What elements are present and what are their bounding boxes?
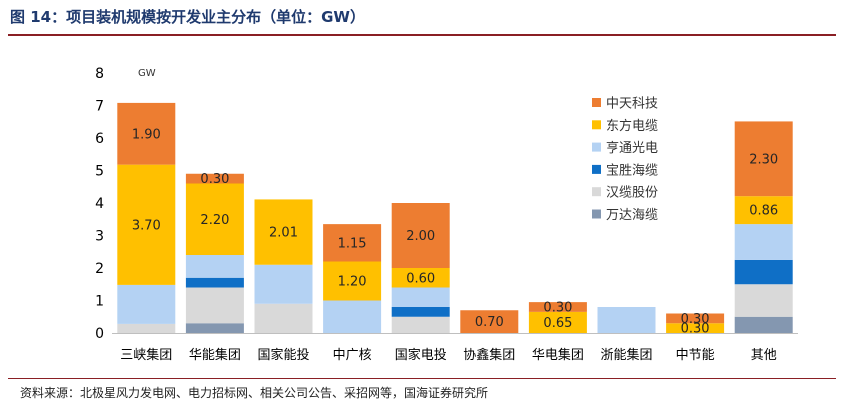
y-tick-label: 2 [95,261,104,277]
legend-label: 宝胜海缆 [606,162,658,178]
legend-label: 中天科技 [606,97,658,112]
bar-segment [391,287,450,307]
bar-segment [666,323,725,333]
legend-label: 万达海缆 [606,207,658,223]
bar-segment [528,302,587,312]
title-rule [8,34,836,36]
y-tick-label: 4 [95,196,104,212]
x-tick-label: 浙能集团 [600,347,652,363]
chart-title: 图 14：项目装机规模按开发业主分布（单位：GW） [10,8,365,26]
y-tick-label: 5 [95,164,104,180]
bar-segment [323,261,382,301]
bar-segment [185,183,244,255]
source-rule [8,378,836,379]
data-label: 2.00 [406,229,435,244]
data-label: 0.30 [543,301,572,316]
data-label: 0.86 [749,204,778,219]
legend-swatch [592,209,601,219]
source-note: 资料来源：北极星风力发电网、电力招标网、相关公司公告、采招网等，国海证券研究所 [20,386,489,400]
data-label: 2.01 [269,226,298,241]
bar-segment [734,284,793,317]
data-label: 0.30 [681,322,710,337]
legend-label: 东方电缆 [606,118,658,134]
bar-segment [391,316,450,333]
data-label: 3.70 [132,218,161,233]
bar-segment [734,224,793,260]
bar-segment [323,224,382,262]
y-tick-label: 3 [95,229,104,245]
bar-segment [734,259,793,285]
legend-swatch [592,98,601,107]
bar-segment [528,311,587,333]
bar-segment [117,323,176,333]
bar-segment [391,307,450,317]
x-tick-label: 国家电投 [395,347,447,363]
bar-segment [734,196,793,225]
x-tick-label: 其他 [751,348,777,363]
y-tick-label: 1 [95,294,104,310]
legend-swatch [592,187,601,197]
legend-label: 亨通光电 [606,140,658,156]
bar-segment [666,313,725,324]
bar-segment [117,284,176,324]
x-tick-label: 中节能 [676,348,715,363]
data-label: 0.60 [406,271,435,286]
bar-segment [734,121,793,197]
bar-segment [117,164,176,285]
bar-segment [460,310,519,333]
y-tick-label: 7 [95,99,104,115]
data-label: 1.20 [338,275,367,290]
bar-segment [117,102,176,165]
bar-segment [254,264,313,304]
chart-bars [117,102,793,333]
data-label: 0.30 [681,312,710,327]
data-label: 2.30 [749,152,778,167]
legend-label: 汉缆股份 [606,185,658,201]
x-tick-label: 华电集团 [532,347,584,363]
y-tick-label: 8 [95,66,104,82]
legend-swatch [592,142,601,152]
bar-segment [734,316,793,333]
data-label: 0.65 [543,316,572,331]
bar-segment [254,303,313,333]
y-tick-label: 0 [95,326,104,342]
bar-segment [391,268,450,288]
data-label: 1.90 [132,127,161,142]
x-tick-label: 国家能投 [257,347,309,363]
bar-segment [185,287,244,324]
bar-segment [185,173,244,184]
bar-segment [185,255,244,278]
x-tick-label: 协鑫集团 [463,347,515,363]
x-tick-label: 三峡集团 [120,347,172,363]
bar-segment [254,199,313,265]
bar-segment [185,323,244,333]
bar-segment [185,277,244,288]
y-unit-label: GW [138,68,156,79]
bar-segment [323,300,382,333]
x-tick-label: 华能集团 [189,347,241,363]
data-label: 0.30 [200,172,229,187]
legend-swatch [592,164,601,174]
data-label: 0.70 [475,315,504,330]
legend-swatch [592,120,601,130]
bar-segment [391,203,450,268]
y-tick-label: 6 [95,131,104,147]
bar-segment [597,307,656,333]
chart-axes: 0 1 2 3 4 5 6 7 8 GW 三峡集团 华能集团 国家能投 中广核 国家电投 协鑫集团 华电集团 浙能… [95,66,798,363]
data-label: 1.15 [338,236,367,251]
x-tick-label: 中广核 [333,348,372,363]
data-label: 2.20 [200,213,229,228]
chart-data-labels: 1.90 3.70 0.30 2.20 2.01 1.15 1.20 2.00 0.60 0.70… [132,127,778,336]
